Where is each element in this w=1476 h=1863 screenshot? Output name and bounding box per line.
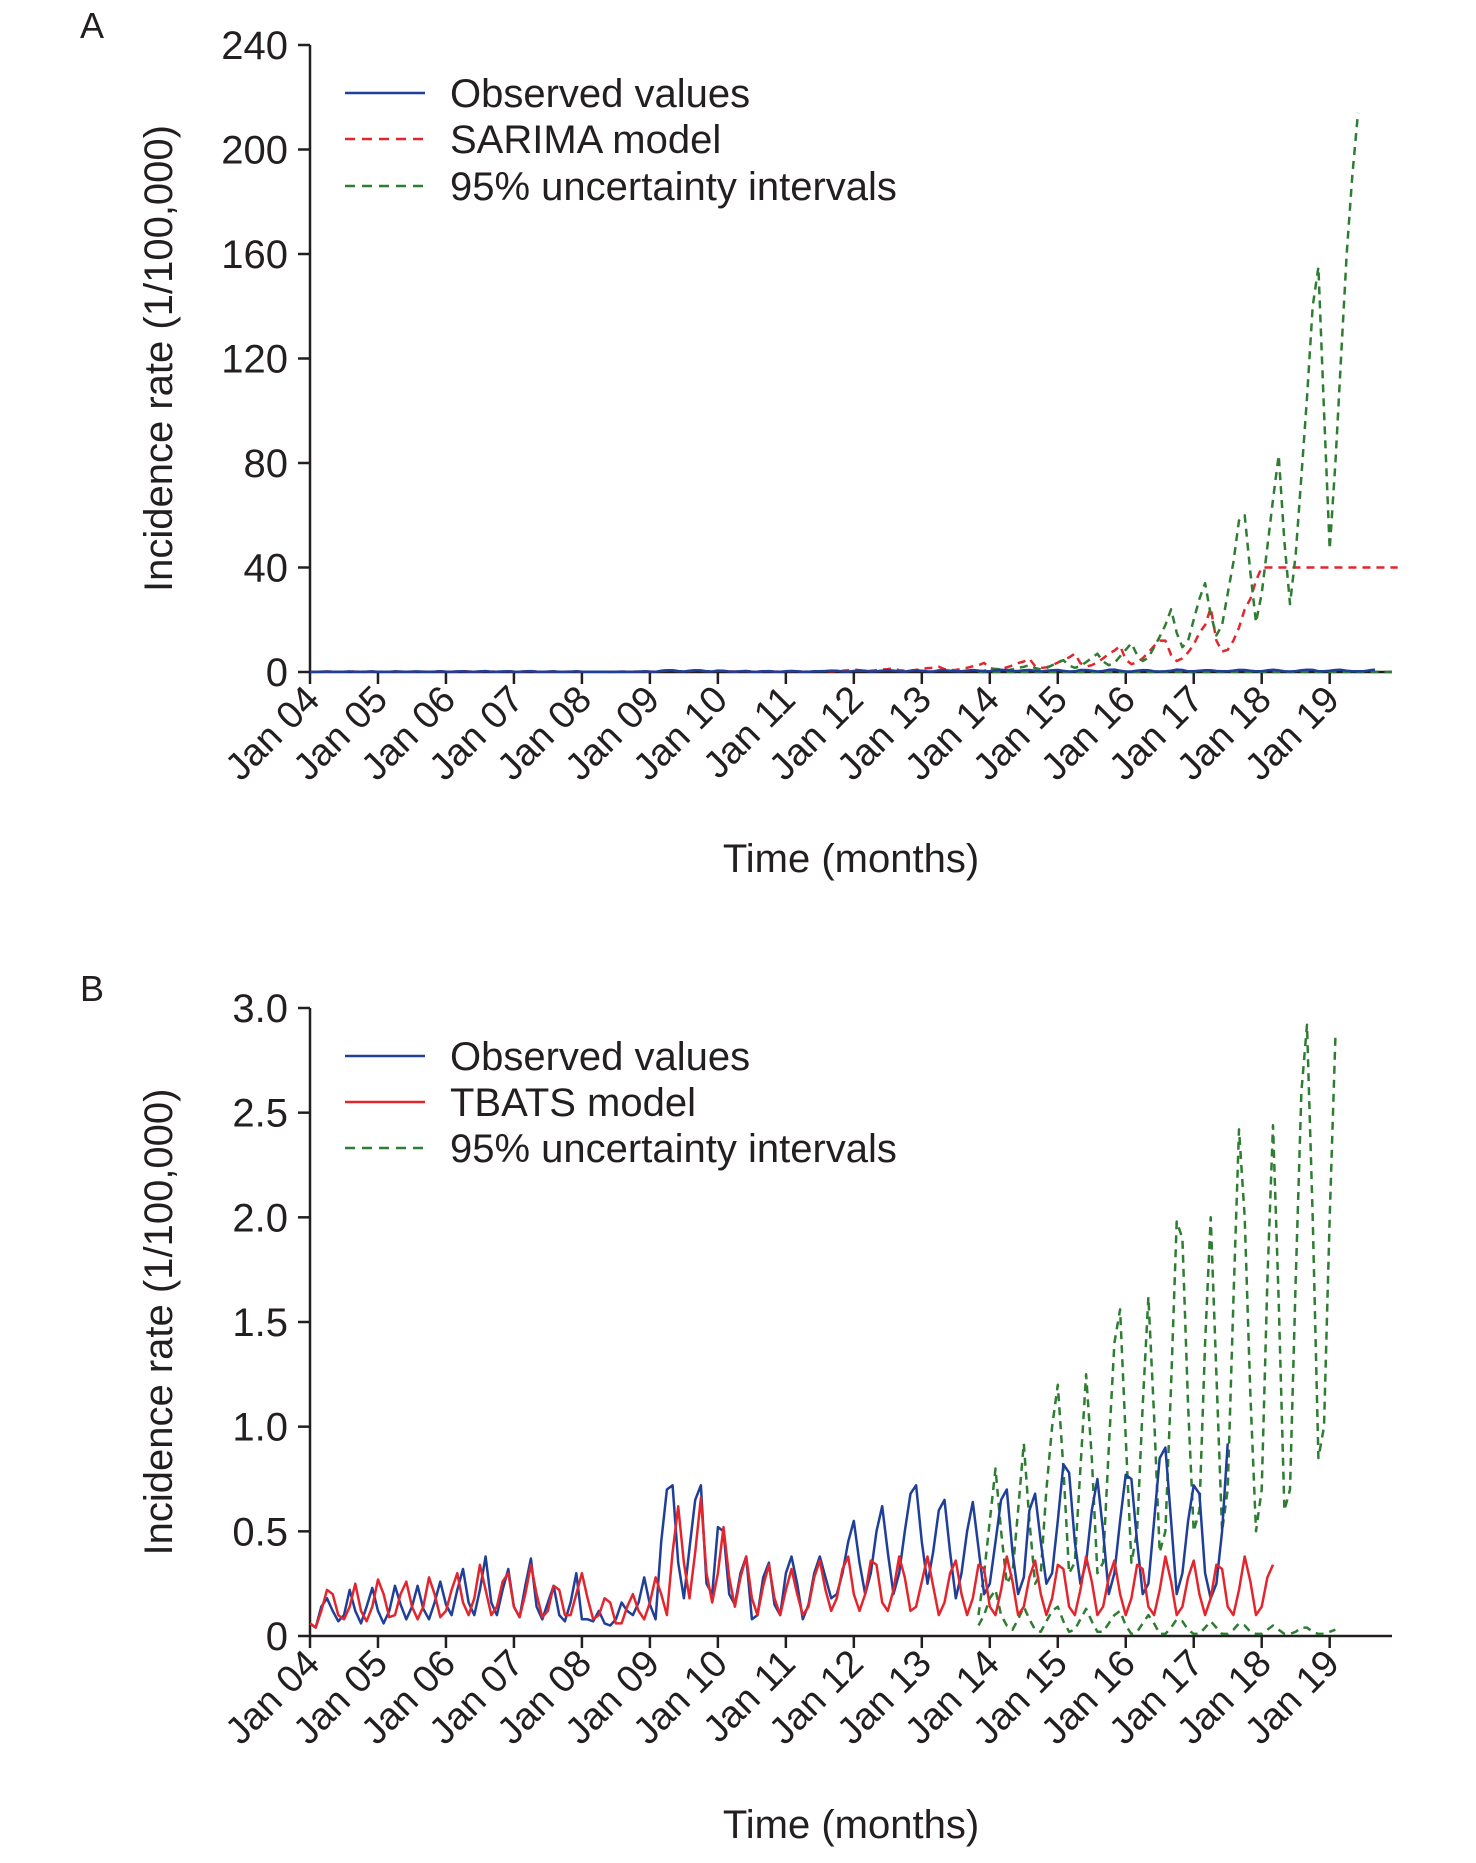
legend-label-model-a: SARIMA model: [450, 118, 721, 162]
series-line-observed-values: [309, 1443, 1229, 1629]
y-tick-label: 0.5: [232, 1510, 288, 1554]
legend-b: Observed values TBATS model 95% uncertai…: [345, 1035, 897, 1171]
y-axis-label-b: Incidence rate (1/100,000): [137, 1089, 181, 1556]
plot-area-a: [309, 112, 1398, 674]
y-tick-label: 80: [244, 442, 289, 486]
series-line-95-uncertainty-intervals: [977, 1023, 1337, 1616]
series-line-tbats-model: [309, 1496, 1275, 1629]
series-line-95-uncertainty-intervals-lower: [977, 1588, 1336, 1636]
y-tick-label: 0: [266, 1615, 288, 1659]
series-line-observed-values: [309, 668, 1376, 674]
y-tick-label: 1.0: [232, 1406, 288, 1450]
y-tick-label: 1.5: [232, 1301, 288, 1345]
chart-panel-b: B Incidence rate (1/100,000) Time (month…: [80, 968, 1392, 1847]
legend-label-interval-b: 95% uncertainty intervals: [450, 1127, 897, 1171]
legend-label-interval-a: 95% uncertainty intervals: [450, 165, 897, 209]
y-tick-label: 160: [221, 233, 288, 277]
y-tick-label: 120: [221, 338, 288, 382]
panel-label-a: A: [80, 5, 104, 46]
legend-label-model-b: TBATS model: [450, 1081, 696, 1125]
y-axis-label-a: Incidence rate (1/100,000): [137, 125, 181, 592]
y-tick-label: 2.0: [232, 1196, 288, 1240]
legend-a: Observed values SARIMA model 95% uncerta…: [345, 72, 897, 209]
legend-label-observed-b: Observed values: [450, 1035, 750, 1079]
y-tick-label: 2.5: [232, 1092, 288, 1136]
y-tick-label: 0: [266, 651, 288, 695]
y-tick-label: 40: [244, 547, 289, 591]
legend-label-observed-a: Observed values: [450, 72, 750, 116]
series-line-sarima-model: [309, 566, 1398, 674]
x-axis-label-a: Time (months): [723, 837, 979, 881]
plot-area-b: [309, 1023, 1337, 1636]
chart-panel-a: A Incidence rate (1/100,000) Time (month…: [80, 5, 1398, 881]
y-tick-label: 200: [221, 129, 288, 173]
y-tick-label: 240: [221, 24, 288, 68]
y-tick-label: 3.0: [232, 987, 288, 1031]
panel-label-b: B: [80, 968, 104, 1009]
x-axis-label-b: Time (months): [723, 1803, 979, 1847]
series-line-95-uncertainty-intervals: [978, 112, 1360, 673]
